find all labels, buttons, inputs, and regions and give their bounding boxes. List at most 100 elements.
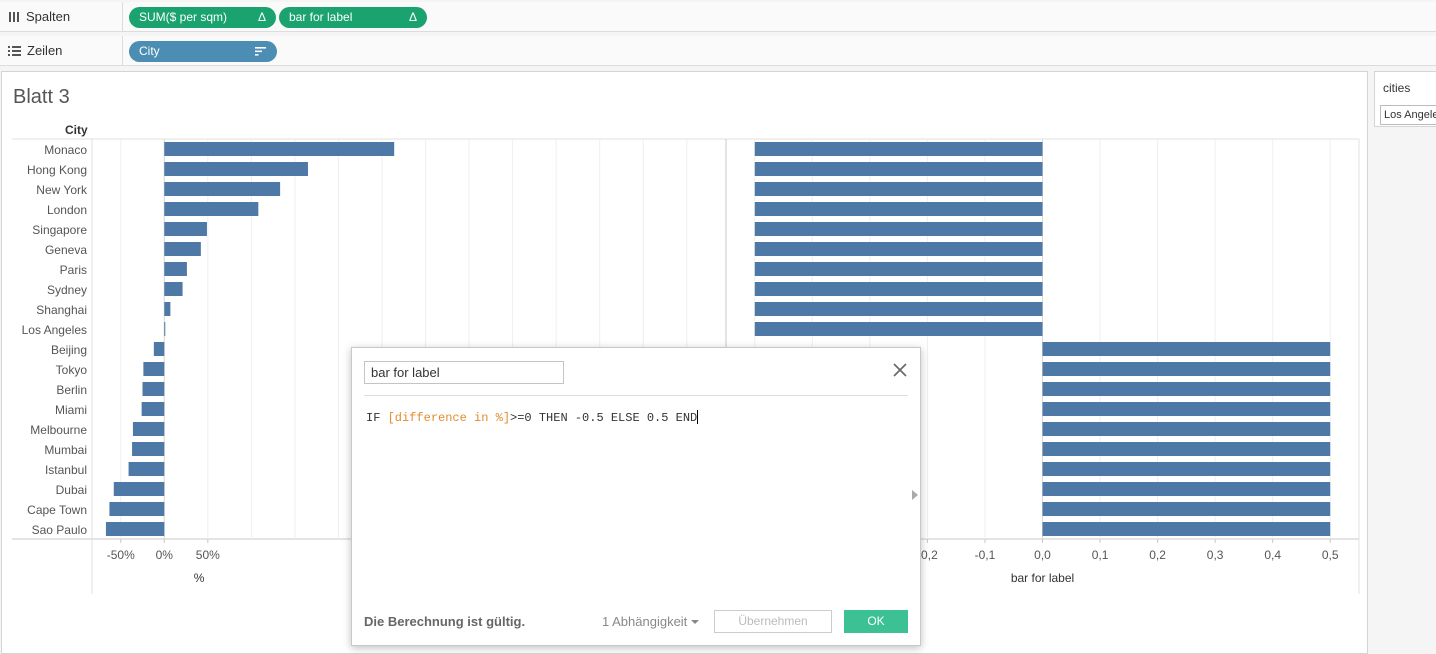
- row-label: Paris: [60, 263, 87, 277]
- x-tick-label: 0,3: [1207, 548, 1224, 562]
- x-tick-label: -50%: [107, 548, 135, 562]
- delta-icon: Δ: [408, 10, 417, 24]
- bar-singapore: [754, 222, 1043, 236]
- bar-cape-town: [109, 502, 165, 516]
- bar-london: [754, 202, 1043, 216]
- bar-mumbai: [132, 442, 165, 456]
- pill-label: City: [139, 44, 160, 58]
- bar-geneva: [754, 242, 1043, 256]
- bar-paris: [164, 262, 187, 276]
- bar-tokyo: [143, 362, 165, 376]
- row-label: Hong Kong: [27, 163, 87, 177]
- sheet-title: Blatt 3: [13, 86, 70, 108]
- x-tick-label: 0,0: [1034, 548, 1051, 562]
- row-label: Sao Paulo: [32, 523, 88, 537]
- close-icon[interactable]: [892, 362, 908, 378]
- pill-label: bar for label: [289, 10, 353, 24]
- bar-new-york: [164, 182, 281, 196]
- bar-london: [164, 202, 259, 216]
- bar-berlin: [1042, 382, 1331, 396]
- bar-sydney: [754, 282, 1043, 296]
- row-label: Sydney: [47, 283, 87, 297]
- row-label: New York: [36, 183, 88, 197]
- row-header-city: City: [65, 123, 88, 137]
- columns-icon: [9, 11, 19, 22]
- dialog-divider: [364, 395, 908, 396]
- filter-panel: cities Los Angeles: [1374, 71, 1436, 127]
- bar-tokyo: [1042, 362, 1331, 376]
- columns-shelf-label: Spalten: [8, 9, 70, 24]
- rows-icon: [8, 45, 21, 56]
- bar-berlin: [142, 382, 165, 396]
- bar-shanghai: [164, 302, 171, 316]
- sort-icon: [255, 47, 266, 56]
- row-label: Berlin: [56, 383, 87, 397]
- calc-name-input[interactable]: bar for label: [364, 361, 564, 384]
- pill-city[interactable]: City: [129, 41, 277, 62]
- dependencies-label: 1 Abhängigkeit: [602, 614, 688, 629]
- bar-new-york: [754, 182, 1043, 196]
- x-tick-label: -0,1: [975, 548, 996, 562]
- formula-expression: >=0 THEN -0.5 ELSE 0.5 END: [510, 411, 698, 425]
- shelf-divider: [122, 2, 123, 32]
- bar-melbourne: [132, 422, 165, 436]
- columns-shelf[interactable]: Spalten SUM($ per sqm) Δ bar for label Δ: [0, 2, 1436, 32]
- x-tick-label: 0,1: [1092, 548, 1109, 562]
- bar-dubai: [113, 482, 165, 496]
- row-label: Melbourne: [30, 423, 87, 437]
- bar-miami: [141, 402, 165, 416]
- validation-status: Die Berechnung ist gültig.: [364, 614, 526, 629]
- ok-button[interactable]: OK: [844, 610, 908, 633]
- filter-title: cities: [1383, 81, 1411, 95]
- dependencies-dropdown[interactable]: 1 Abhängigkeit: [602, 614, 700, 629]
- bar-melbourne: [1042, 422, 1331, 436]
- bar-dubai: [1042, 482, 1331, 496]
- row-label: Geneva: [45, 243, 87, 257]
- row-label: Singapore: [32, 223, 87, 237]
- x-axis-label: %: [194, 571, 205, 585]
- rows-label-text: Zeilen: [27, 43, 63, 58]
- bar-shanghai: [754, 302, 1043, 316]
- row-label: Beijing: [51, 343, 87, 357]
- formula-editor[interactable]: IF [difference in %]>=0 THEN -0.5 ELSE 0…: [366, 410, 699, 425]
- row-label: Cape Town: [27, 503, 87, 517]
- formula-keyword: IF: [366, 411, 388, 425]
- pill-label: SUM($ per sqm): [139, 10, 228, 24]
- bar-beijing: [153, 342, 165, 356]
- delta-icon: Δ: [257, 10, 266, 24]
- row-label: Monaco: [44, 143, 87, 157]
- row-label: Istanbul: [45, 463, 87, 477]
- x-tick-label: -0,2: [917, 548, 938, 562]
- rows-shelf[interactable]: Zeilen City: [0, 36, 1436, 66]
- bar-paris: [754, 262, 1043, 276]
- expand-panel-icon[interactable]: [912, 490, 918, 500]
- x-axis-label: bar for label: [1011, 571, 1074, 585]
- bar-sydney: [164, 282, 183, 296]
- pill-bar-for-label[interactable]: bar for label Δ: [279, 7, 427, 28]
- apply-button[interactable]: Übernehmen: [714, 610, 832, 633]
- bar-cape-town: [1042, 502, 1331, 516]
- bar-sao-paulo: [105, 522, 165, 536]
- row-label: Tokyo: [56, 363, 88, 377]
- rows-shelf-label: Zeilen: [8, 43, 62, 58]
- row-label: Shanghai: [36, 303, 87, 317]
- bar-singapore: [164, 222, 207, 236]
- x-tick-label: 0,2: [1149, 548, 1166, 562]
- row-label: Miami: [55, 403, 87, 417]
- bar-monaco: [754, 142, 1043, 156]
- row-label: Mumbai: [44, 443, 87, 457]
- formula-field-reference: [difference in %]: [387, 411, 511, 425]
- bar-hong-kong: [754, 162, 1043, 176]
- filter-dropdown[interactable]: Los Angeles: [1380, 105, 1436, 125]
- bar-miami: [1042, 402, 1331, 416]
- bar-istanbul: [128, 462, 165, 476]
- pill-sum-per-sqm[interactable]: SUM($ per sqm) Δ: [129, 7, 276, 28]
- columns-label-text: Spalten: [26, 9, 71, 24]
- bar-sao-paulo: [1042, 522, 1331, 536]
- bar-geneva: [164, 242, 201, 256]
- x-tick-label: 0,5: [1322, 548, 1339, 562]
- x-tick-label: 0,4: [1264, 548, 1281, 562]
- x-tick-label: 0%: [156, 548, 174, 562]
- chart-canvas: -50% 0% 50%% -0,2 -0,1 0,0 0,1 0,2 0,3 0,4 0,5 bar …: [12, 138, 1360, 594]
- chevron-down-icon: [691, 619, 700, 624]
